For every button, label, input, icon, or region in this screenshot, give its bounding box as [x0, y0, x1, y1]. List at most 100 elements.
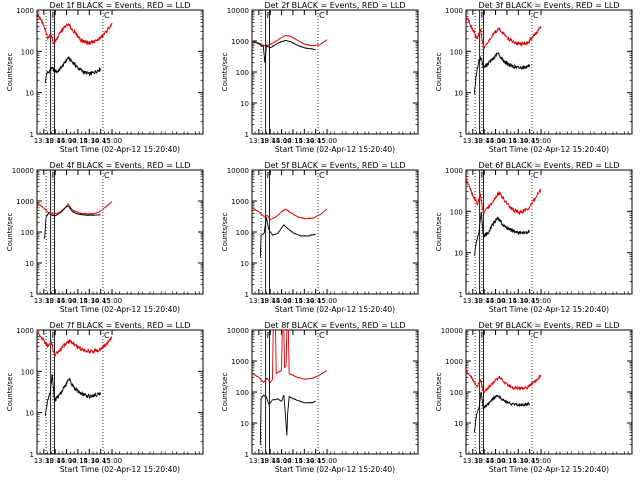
series-line-events: [473, 391, 530, 433]
x-tick-label: 14:45: [91, 457, 111, 465]
y-tick-label: 1: [30, 451, 34, 459]
chart-title: Det 6f BLACK = Events, RED = LLD: [478, 161, 619, 170]
marker-c-label: C: [104, 171, 110, 180]
x-tick-label: 14:45: [306, 137, 326, 145]
chart-panel-6: Det 6f BLACK = Events, RED = LLD 1 10 100 10…: [435, 161, 633, 314]
marker-f-label: F: [267, 171, 272, 180]
y-tick-label: 1: [459, 451, 463, 459]
x-tick-label: 14:30: [79, 457, 99, 465]
marker-c-label: C: [533, 11, 539, 20]
x-tick-label: 14:15: [497, 137, 517, 145]
y-tick-label: 10000: [12, 167, 34, 175]
x-axis-label: Start Time (02-Apr-12 15:20:40): [60, 305, 180, 314]
y-tick-label: 1000: [445, 7, 463, 15]
y-tick-label: 1: [245, 451, 249, 459]
x-tick-label: 14:15: [497, 297, 517, 305]
series-line-events: [473, 212, 531, 257]
y-tick-label: 1: [30, 291, 34, 299]
x-tick-label: 14:15: [68, 457, 88, 465]
chart-title: Det 2f BLACK = Events, RED = LLD: [264, 1, 405, 10]
marker-f-label: F: [267, 331, 272, 340]
chart-title: Det 1f BLACK = Events, RED = LLD: [49, 1, 190, 10]
plot-frame: [36, 329, 204, 455]
y-tick-label: 1: [30, 131, 34, 139]
y-tick-label: 1000: [16, 7, 34, 15]
x-tick-label: 14:15: [68, 137, 88, 145]
y-axis-label: Counts/sec: [435, 373, 443, 412]
chart-panel-1: Det 1f BLACK = Events, RED = LLD 1 10 100 10…: [6, 1, 204, 154]
y-tick-label: 10: [25, 410, 34, 418]
y-axis-label: Counts/sec: [435, 53, 443, 92]
series-line-lld: [251, 207, 328, 221]
marker-f-label: F: [52, 171, 57, 180]
x-tick-label: 14:30: [508, 137, 528, 145]
x-tick-label: 13:45: [45, 137, 65, 145]
chart-panel-5: Det 5f BLACK = Events, RED = LLD 1 10 100 10…: [221, 161, 419, 314]
marker-c-label: C: [533, 171, 539, 180]
x-tick-label: 13:30: [463, 297, 483, 305]
x-tick-label: 14:00: [271, 297, 291, 305]
y-axis-label: Counts/sec: [6, 373, 14, 412]
series-line-events: [259, 394, 316, 445]
chart-panel-7: Det 7f BLACK = Events, RED = LLD 1 10 100 10…: [6, 321, 204, 474]
y-tick-label: 10000: [227, 327, 249, 335]
x-tick-label: 15:00: [531, 457, 551, 465]
y-tick-label: 100: [236, 229, 249, 237]
y-tick-label: 1000: [16, 327, 34, 335]
plot-frame: [251, 329, 419, 455]
x-axis-label: Start Time (02-Apr-12 15:20:40): [60, 145, 180, 154]
x-tick-label: 14:15: [283, 457, 303, 465]
series-line-lld: [465, 16, 542, 50]
x-tick-label: 14:00: [485, 297, 505, 305]
x-tick-label: 14:45: [306, 457, 326, 465]
x-axis-label: Start Time (02-Apr-12 15:20:40): [489, 145, 609, 154]
x-tick-label: 15:00: [317, 457, 337, 465]
marker-c-label: C: [319, 11, 325, 20]
y-axis-label: Counts/sec: [221, 213, 229, 252]
x-axis-label: Start Time (02-Apr-12 15:20:40): [489, 465, 609, 474]
chart-panel-9: Det 9f BLACK = Events, RED = LLD 1 10 100 10…: [435, 321, 633, 474]
x-tick-label: 13:45: [260, 297, 280, 305]
x-tick-label: 13:45: [260, 137, 280, 145]
x-tick-label: 13:30: [34, 297, 54, 305]
chart-panel-2: Det 2f BLACK = Events, RED = LLD 1 10 100 10…: [221, 1, 419, 154]
x-axis-label: Start Time (02-Apr-12 15:20:40): [275, 465, 395, 474]
x-tick-label: 13:45: [45, 457, 65, 465]
marker-c-label: C: [319, 331, 325, 340]
marker-f-label: F: [481, 331, 486, 340]
y-tick-label: 1: [245, 131, 249, 139]
marker-f-label: F: [52, 331, 57, 340]
chart-title: Det 5f BLACK = Events, RED = LLD: [264, 161, 405, 170]
x-tick-label: 13:45: [474, 457, 494, 465]
series-line-lld: [36, 13, 113, 46]
series-line-events: [44, 55, 102, 84]
marker-c-label: C: [104, 11, 110, 20]
series-line-events: [44, 374, 102, 416]
y-axis-label: Counts/sec: [6, 53, 14, 92]
x-tick-label: 14:00: [56, 297, 76, 305]
x-tick-label: 14:45: [520, 457, 540, 465]
marker-c-label: C: [319, 171, 325, 180]
plot-frame: [251, 169, 419, 295]
series-line-lld: [36, 331, 113, 358]
series-line-lld: [251, 328, 328, 383]
chart-title: Det 8f BLACK = Events, RED = LLD: [264, 321, 405, 330]
marker-c-label: C: [104, 331, 110, 340]
y-tick-label: 10: [240, 420, 249, 428]
x-tick-label: 13:30: [249, 137, 269, 145]
y-tick-label: 100: [450, 208, 463, 216]
y-tick-label: 1000: [231, 38, 249, 46]
x-tick-label: 13:30: [249, 297, 269, 305]
x-tick-label: 14:30: [508, 457, 528, 465]
y-axis-label: Counts/sec: [221, 373, 229, 412]
x-axis-label: Start Time (02-Apr-12 15:20:40): [275, 145, 395, 154]
y-tick-label: 10000: [441, 327, 463, 335]
y-tick-label: 10: [240, 100, 249, 108]
y-tick-label: 10: [454, 90, 463, 98]
x-tick-label: 14:00: [271, 137, 291, 145]
y-tick-label: 1000: [445, 167, 463, 175]
x-tick-label: 13:45: [45, 297, 65, 305]
x-tick-label: 14:30: [294, 137, 314, 145]
chart-title: Det 3f BLACK = Events, RED = LLD: [478, 1, 619, 10]
